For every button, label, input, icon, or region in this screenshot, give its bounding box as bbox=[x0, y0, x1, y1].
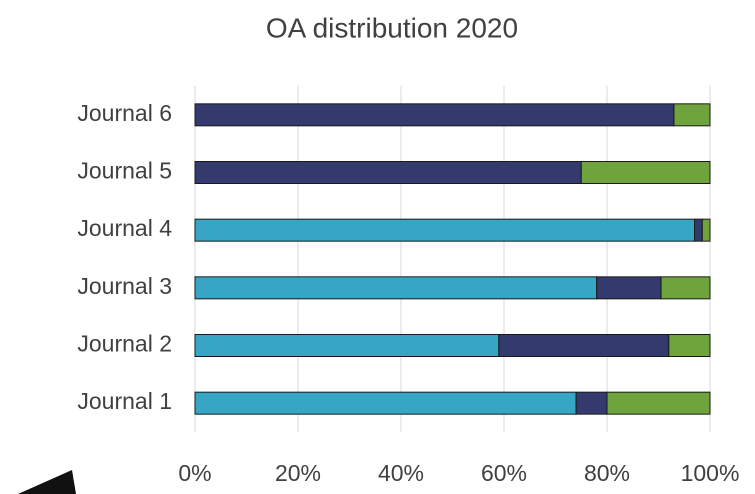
bar-segment bbox=[668, 334, 711, 357]
decoration bbox=[18, 470, 76, 494]
bar-segment bbox=[194, 103, 675, 127]
x-tick-label: 80% bbox=[584, 460, 630, 486]
x-tick-label: 0% bbox=[178, 460, 211, 486]
bar-segment bbox=[194, 161, 582, 184]
x-tick-label: 40% bbox=[378, 460, 424, 486]
bar-segment bbox=[660, 276, 711, 300]
x-tick-label: 100% bbox=[681, 460, 740, 486]
bar-segment bbox=[596, 276, 662, 300]
bar-segment bbox=[498, 334, 670, 357]
bar-segment bbox=[606, 391, 711, 415]
bar-segment bbox=[673, 103, 711, 127]
chart-title: OA distribution 2020 bbox=[266, 12, 518, 43]
bar-segment bbox=[194, 334, 500, 357]
y-tick-label: Journal 4 bbox=[77, 215, 172, 241]
bar-segment bbox=[194, 391, 577, 415]
y-tick-label: Journal 2 bbox=[77, 331, 172, 357]
bar-segment bbox=[701, 218, 711, 242]
x-tick-label: 20% bbox=[275, 460, 321, 486]
bar-segment bbox=[194, 218, 696, 242]
y-tick-label: Journal 1 bbox=[77, 388, 172, 414]
bar-segment bbox=[194, 276, 598, 300]
bar-segment bbox=[580, 161, 711, 184]
x-tick-label: 60% bbox=[481, 460, 527, 486]
bar-segment bbox=[694, 218, 703, 242]
bar-segment bbox=[575, 391, 608, 415]
y-tick-label: Journal 3 bbox=[77, 273, 172, 299]
y-tick-label: Journal 5 bbox=[77, 158, 172, 184]
y-tick-label: Journal 6 bbox=[77, 100, 172, 126]
